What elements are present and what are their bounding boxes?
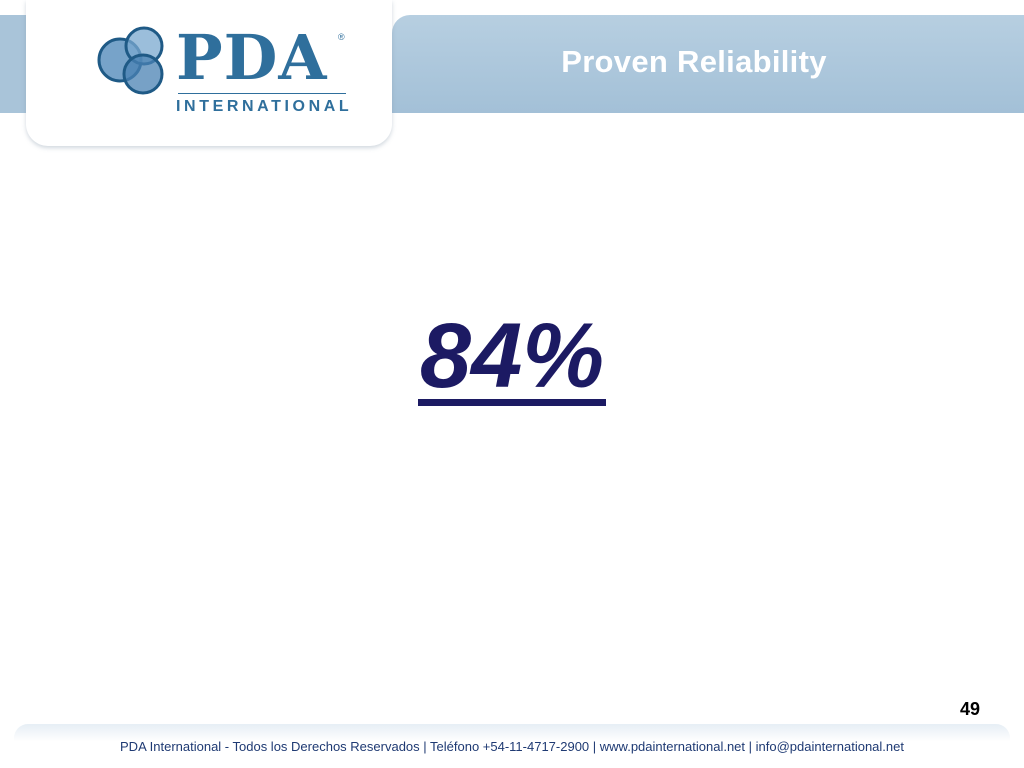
pda-logo-circles-icon	[97, 26, 164, 95]
title-bar	[392, 15, 1024, 113]
slide-title: Proven Reliability	[561, 44, 827, 79]
logo-subtitle: INTERNATIONAL	[176, 98, 353, 115]
logo-registered-mark: ®	[338, 32, 345, 42]
footer-bar	[14, 724, 1010, 768]
footer-contact-text: PDA International - Todos los Derechos R…	[120, 739, 904, 754]
percentage-underline	[418, 399, 606, 406]
logo-divider	[178, 93, 346, 94]
reliability-percentage: 84%	[419, 305, 605, 407]
logo-card: PDA ® INTERNATIONAL	[26, 0, 392, 146]
logo-wordmark: PDA	[176, 21, 328, 94]
page-number: 49	[959, 699, 980, 719]
